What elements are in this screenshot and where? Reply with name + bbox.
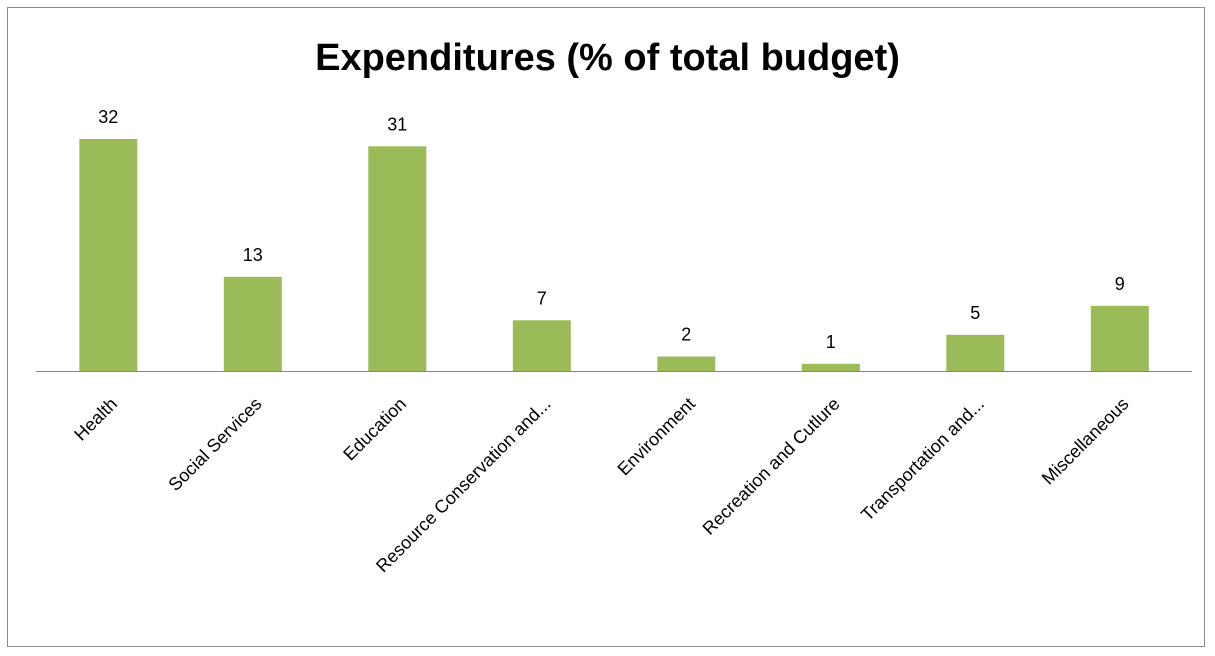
chart-title: Expenditures (% of total budget): [315, 37, 900, 79]
category-tick-label: Social Services: [164, 394, 265, 495]
bar: [79, 139, 138, 371]
data-label: 1: [826, 332, 836, 352]
data-label: 9: [1115, 274, 1125, 294]
bar: [801, 363, 860, 372]
bar: [946, 334, 1005, 372]
data-labels-group: 32 13 31 7 2 1 5 9: [98, 107, 1125, 352]
bar: [368, 146, 427, 372]
bars-group: [79, 139, 1149, 372]
data-label: 2: [681, 325, 691, 345]
category-tick-label: Recreation and Cutlure: [699, 394, 844, 539]
category-tick-label: Education: [339, 394, 410, 465]
data-label: 13: [243, 245, 263, 265]
bar: [657, 356, 716, 371]
bar: [1090, 305, 1149, 372]
chart-area: [7, 7, 1205, 647]
bar: [512, 320, 571, 372]
data-label: 7: [537, 288, 547, 308]
category-tick-label: Environment: [614, 394, 700, 480]
data-label: 31: [387, 114, 407, 134]
category-tick-label: Health: [70, 394, 121, 445]
bar: [223, 276, 282, 372]
category-tick-label: Miscellaneous: [1038, 394, 1133, 489]
data-label: 5: [970, 303, 980, 323]
data-label: 32: [98, 107, 118, 127]
category-tick-label: Transportation and...: [857, 394, 988, 525]
category-tick-label: Resource Conservation and...: [372, 394, 555, 577]
